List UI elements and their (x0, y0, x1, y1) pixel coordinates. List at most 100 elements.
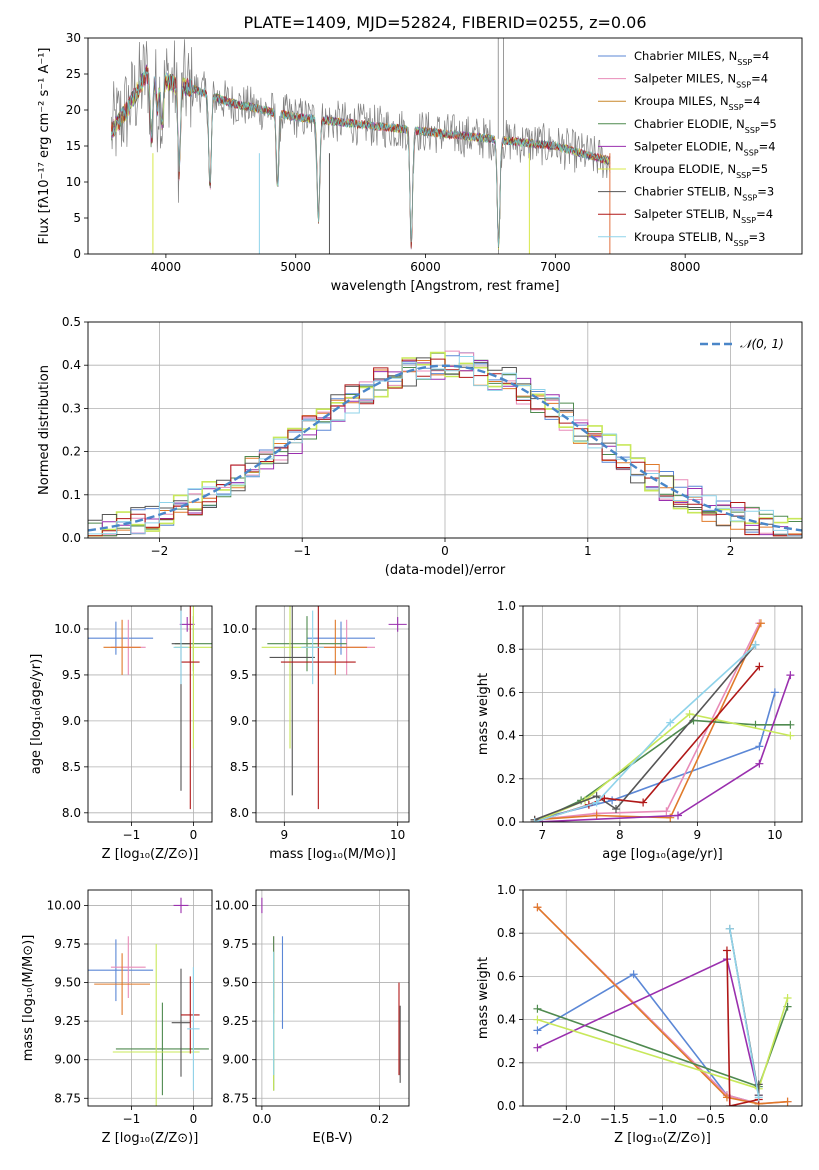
y-axis-label: mass [log₁₀(M/M⊙)] (21, 935, 36, 1062)
y-tick-label: 9.25 (222, 1014, 249, 1028)
y-tick-label: 0.6 (497, 969, 516, 983)
x-tick-label: −1 (123, 1112, 141, 1126)
model-spectrum (111, 68, 611, 248)
mass-weight-marker (756, 619, 765, 628)
mass-weight-marker (722, 946, 731, 955)
y-tick-label: 0.2 (497, 772, 516, 786)
y-axis-label: age [log₁₀(age/yr)] (29, 654, 44, 775)
x-tick-label: 5000 (280, 260, 311, 274)
plot-area (261, 897, 401, 1091)
legend-entry: Salpeter MILES, NSSP=4 (634, 72, 768, 90)
x-tick-label: 9 (694, 828, 702, 842)
mass-weight-marker (592, 798, 601, 807)
mass-weight-marker (600, 794, 609, 803)
panel-mass_vs_ebv: 0.0 0.2 8.75 9.00 9.25 9.50 9.75 10.00 E(B-V) (215, 889, 410, 1146)
y-tick-label: 20 (66, 103, 81, 117)
mass-weight-marker (786, 731, 795, 740)
x-tick-label: −2.0 (552, 1112, 581, 1126)
x-tick-label: 0 (190, 1112, 198, 1126)
normal-curve (88, 364, 802, 532)
mass-weight-marker (755, 662, 764, 671)
y-tick-label: 1.0 (497, 599, 516, 613)
mass-weight-marker (674, 811, 682, 820)
mass-weight-marker (639, 798, 648, 807)
plots-layer: 4000 5000 6000 7000 8000051015202530waveleng… (21, 31, 803, 1146)
y-tick-label: 9.50 (222, 976, 249, 990)
x-tick-label: 7 (539, 828, 547, 842)
y-tick-label: 9.0 (62, 714, 81, 728)
x-tick-label: 7000 (540, 260, 571, 274)
axes-frame (87, 605, 213, 823)
y-tick-label: 0.3 (62, 401, 81, 415)
y-tick-label: 15 (66, 139, 81, 153)
x-tick-label: 8000 (670, 260, 701, 274)
x-tick-label: −1 (293, 544, 311, 558)
axes-frame (87, 37, 803, 255)
plot-area (88, 350, 802, 537)
y-tick-label: 8.0 (62, 806, 81, 820)
x-axis-label: Z [log₁₀(Z/Z⊙)] (102, 1131, 199, 1146)
y-tick-label: 10.00 (47, 898, 81, 912)
x-axis-label: mass [log₁₀(M/M⊙)] (269, 847, 396, 862)
x-tick-label: 2 (727, 544, 735, 558)
residual-histogram (88, 357, 802, 537)
observed-spectrum (111, 39, 611, 254)
x-tick-label: 1 (584, 544, 592, 558)
legend-entry: 𝒩(0, 1) (740, 337, 784, 351)
mass-weight-line (534, 622, 761, 821)
mass-weight-marker (533, 1043, 542, 1052)
legend-entry: Chabrier STELIB, NSSP=3 (634, 185, 774, 203)
axes-frame (522, 889, 803, 1107)
y-tick-label: 0.4 (497, 1013, 516, 1027)
x-axis-label: E(B-V) (312, 1131, 352, 1146)
legend: Chabrier MILES, NSSP=4 Salpeter MILES, NS… (598, 49, 777, 247)
y-tick-label: 9.25 (54, 1014, 81, 1028)
mass-weight-line (534, 644, 757, 822)
legend-entry: Kroupa MILES, NSSP=4 (634, 94, 760, 112)
y-tick-label: 10.0 (54, 622, 81, 636)
mass-weight-marker (533, 903, 542, 912)
x-tick-label: −1 (123, 828, 141, 842)
x-tick-label: −1.0 (648, 1112, 677, 1126)
panel-mass_weight_vs_z: −2.0 −1.5 −1.0 −0.5 0.0 0.0 0.2 0.4 0.6 0.8 1.0 Z [… (476, 883, 803, 1146)
y-tick-label: 0.6 (497, 685, 516, 699)
mass-weight-line (726, 950, 759, 1106)
mass-weight-line (534, 692, 776, 821)
y-tick-label: 8.75 (54, 1091, 81, 1105)
mass-weight-marker (592, 811, 601, 820)
y-axis-label: Flux [fλ10⁻¹⁷ erg cm⁻² s⁻¹ A⁻¹] (37, 48, 52, 245)
plot-area (261, 606, 407, 810)
y-tick-label: 9.50 (54, 976, 81, 990)
y-tick-label: 9.5 (230, 668, 249, 682)
mass-weight-marker (751, 640, 760, 649)
mass-weight-marker (685, 710, 694, 718)
mass-weight-line (534, 674, 792, 822)
panel-spectrum: 4000 5000 6000 7000 8000 0 5 10 15 20 25 30 waveleng… (37, 31, 803, 294)
model-spectrum (111, 67, 611, 249)
x-tick-label: 6000 (410, 260, 441, 274)
y-axis-label: mass weight (476, 673, 491, 755)
y-tick-label: 0.2 (62, 445, 81, 459)
panel-residuals: −2 −1 0 1 2 0.0 0.1 0.2 0.3 0.4 0.5 (data-model)/er… (37, 315, 803, 578)
legend-entry: Kroupa ELODIE, NSSP=5 (634, 162, 768, 180)
mass-weight-marker (786, 720, 795, 729)
y-tick-label: 0.0 (497, 1099, 516, 1113)
mass-weight-marker (725, 924, 734, 933)
x-axis-label: Z [log₁₀(Z/Z⊙)] (614, 1131, 711, 1146)
x-axis-label: wavelength [Angstrom, rest frame] (331, 279, 560, 294)
mass-weight-marker (725, 1102, 734, 1106)
axes-frame (87, 889, 213, 1107)
plot-area (88, 897, 209, 1106)
mass-weight-marker (533, 1026, 542, 1035)
mass-weight-marker (530, 818, 539, 822)
x-tick-label: 0.2 (370, 1112, 389, 1126)
y-tick-label: 0.4 (62, 358, 81, 372)
mass-weight-marker (666, 813, 675, 822)
y-tick-label: 0 (73, 247, 81, 261)
plot-area (111, 38, 611, 254)
mass-weight-marker (608, 796, 617, 805)
panel-mass_vs_z: −1 0 8.75 9.00 9.25 9.50 9.75 10.00 Z [log₁₀(Z/Z… (21, 889, 213, 1146)
mass-weight-marker (662, 807, 671, 816)
y-axis-label: mass weight (476, 957, 491, 1039)
